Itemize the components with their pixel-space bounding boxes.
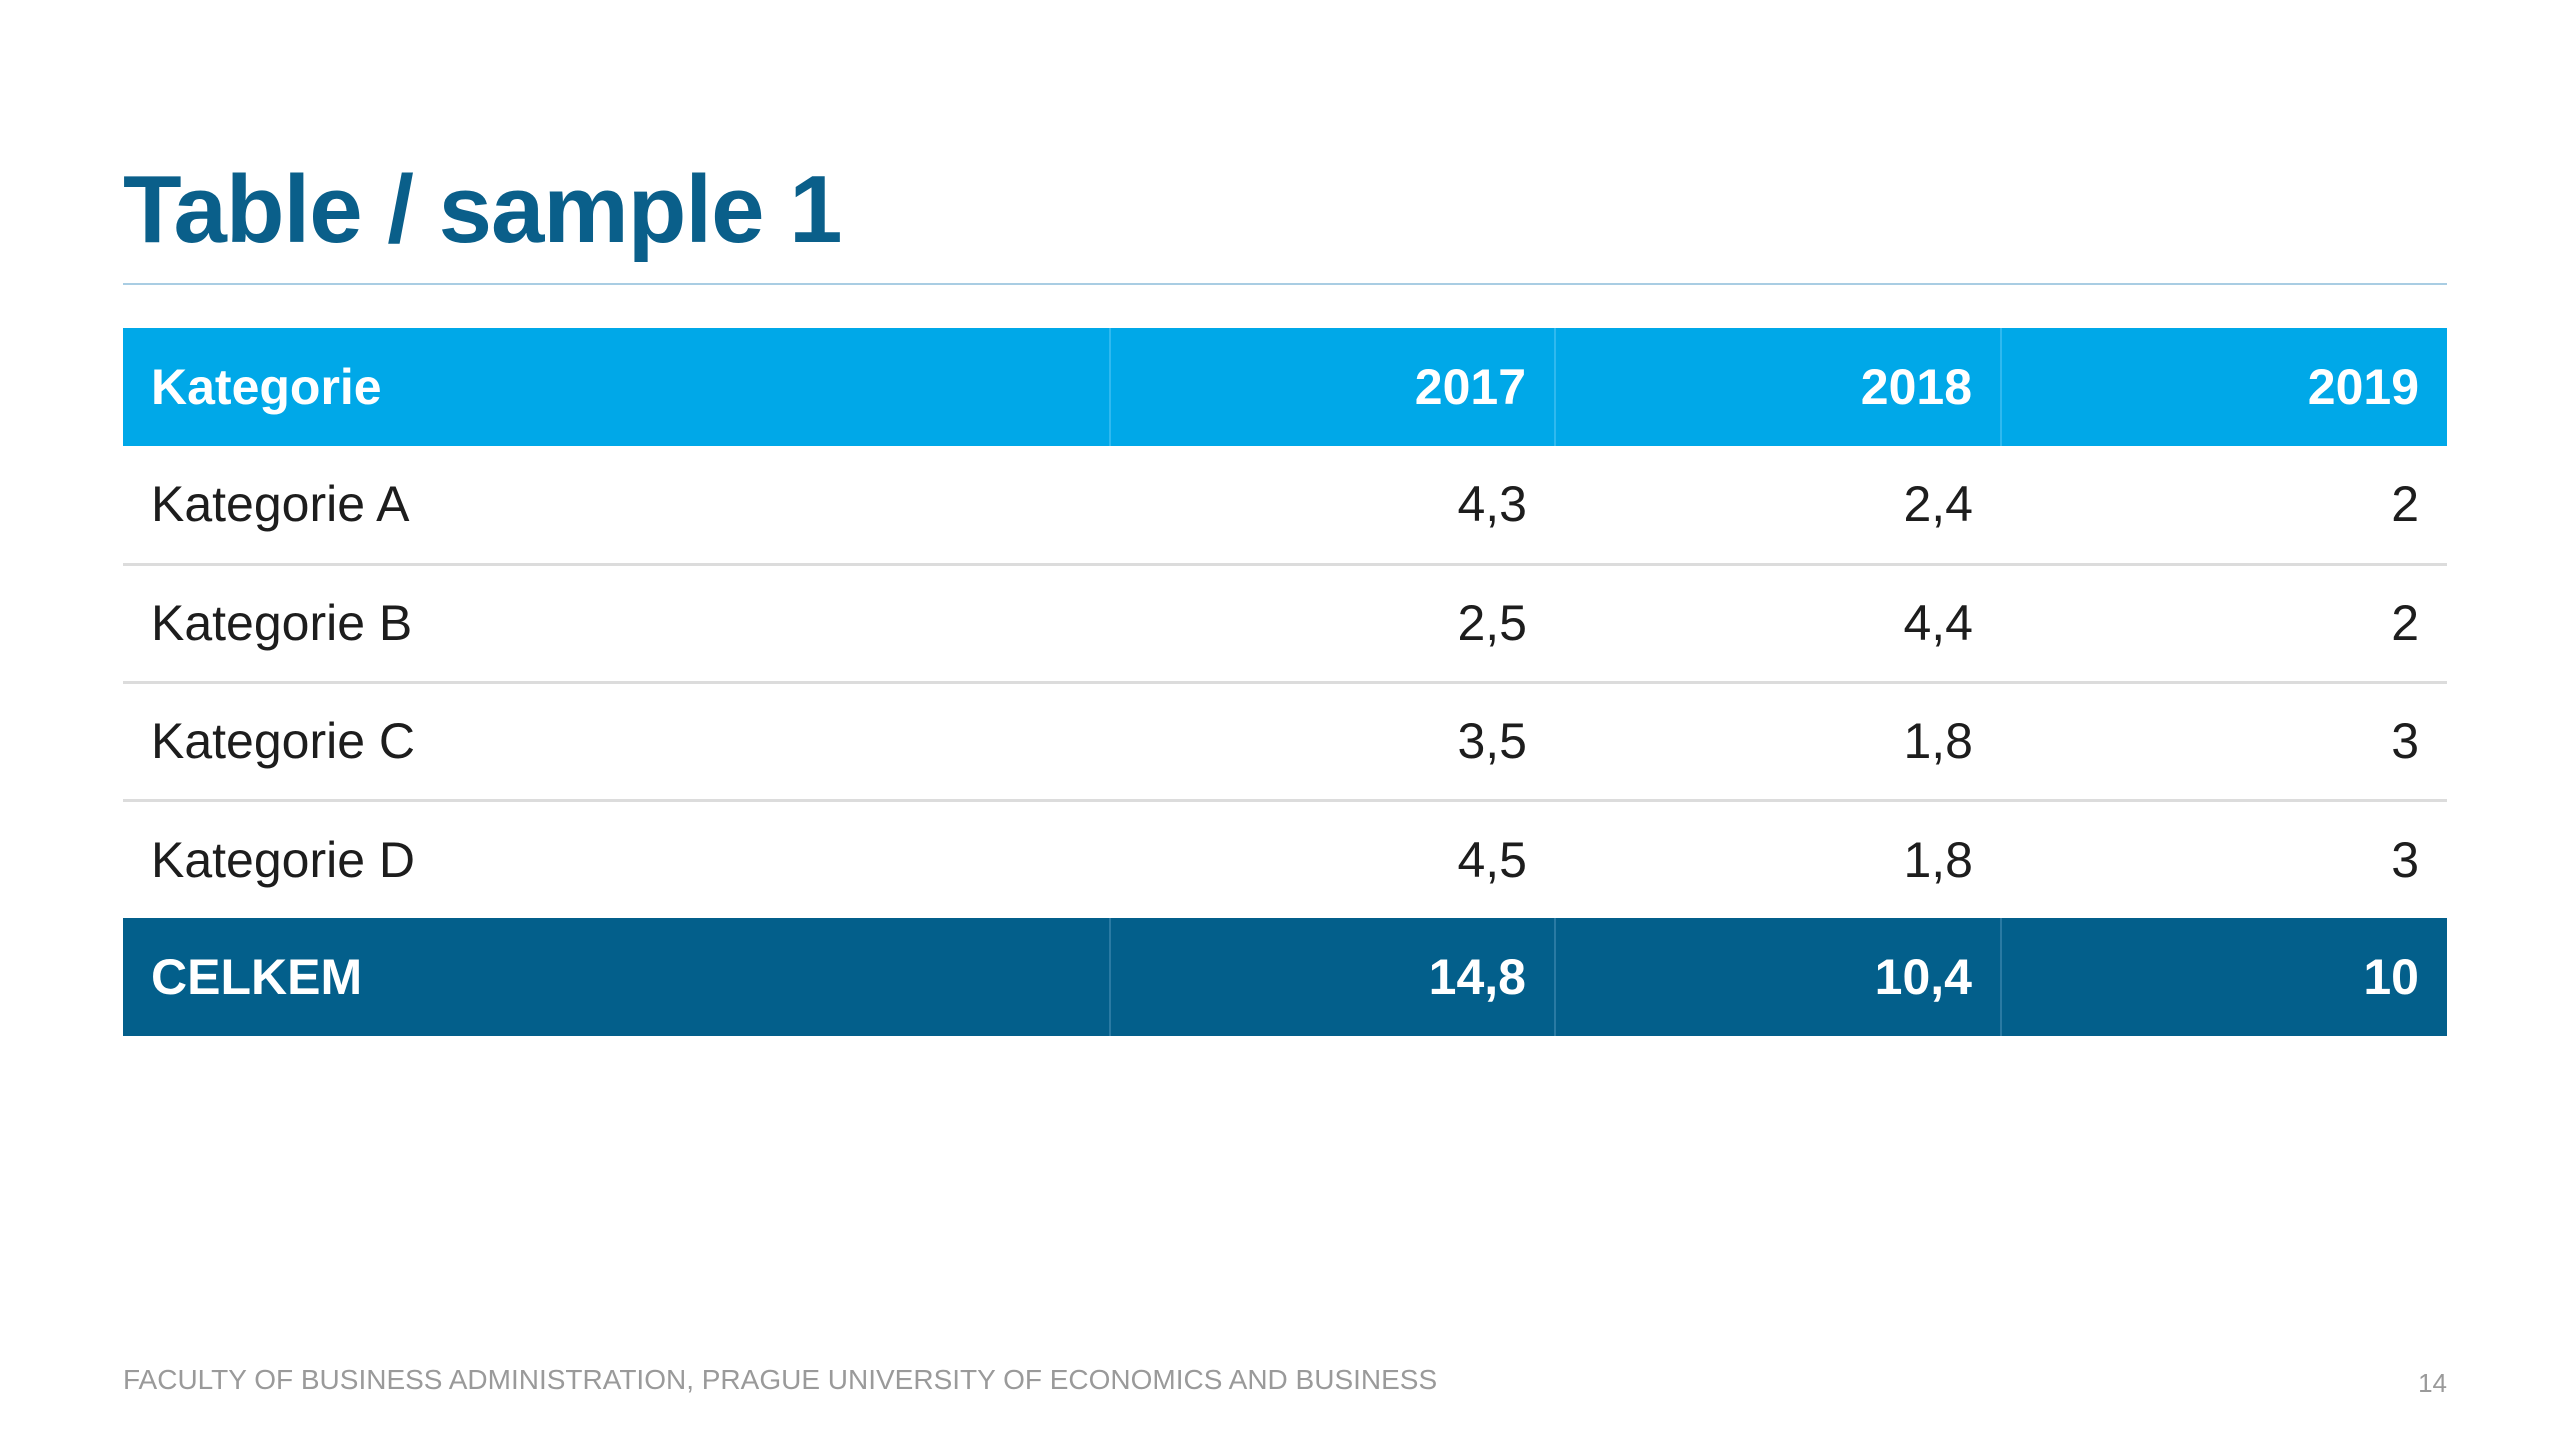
column-header-kategorie: Kategorie bbox=[151, 359, 382, 415]
cell-value: 3 bbox=[2391, 831, 2419, 888]
column-header-2018: 2018 bbox=[1554, 328, 2001, 446]
page-number: 14 bbox=[2418, 1368, 2447, 1398]
table-row: Kategorie B 2,5 4,4 2 bbox=[123, 564, 2447, 684]
data-table: Kategorie 2017 2018 2019 Kategorie A 4,3… bbox=[123, 328, 2447, 1036]
row-label: Kategorie D bbox=[151, 831, 416, 888]
row-label: Kategorie A bbox=[123, 446, 1110, 566]
table-row: Kategorie D 4,5 1,8 3 bbox=[123, 800, 2447, 918]
column-header-2017: 2017 bbox=[1109, 328, 1555, 446]
title-divider bbox=[123, 283, 2447, 285]
cell-value: 2 bbox=[2001, 564, 2447, 684]
cell-value: 4,5 bbox=[1457, 831, 1527, 888]
row-label: Kategorie C bbox=[123, 682, 1110, 802]
cell-value: 3,5 bbox=[1110, 682, 1555, 802]
slide-title: Table / sample 1 bbox=[123, 156, 843, 263]
cell-value: 1,8 bbox=[1555, 682, 2001, 802]
cell-value: 3 bbox=[2001, 682, 2447, 802]
total-value-2018: 10,4 bbox=[1554, 918, 2001, 1036]
cell-value: 2,4 bbox=[1555, 446, 2001, 566]
total-value-2017: 14,8 bbox=[1109, 918, 1555, 1036]
table-total-row: CELKEM 14,8 10,4 10 bbox=[123, 918, 2447, 1036]
table-row: Kategorie C 3,5 1,8 3 bbox=[123, 682, 2447, 802]
total-label: CELKEM bbox=[151, 949, 363, 1005]
cell-value: 2 bbox=[2001, 446, 2447, 566]
cell-value: 4,3 bbox=[1110, 446, 1555, 566]
table-header-row: Kategorie 2017 2018 2019 bbox=[123, 328, 2447, 446]
footer-institution: FACULTY OF BUSINESS ADMINISTRATION, PRAG… bbox=[123, 1364, 1438, 1395]
column-header-2019: 2019 bbox=[2000, 328, 2447, 446]
row-label: Kategorie B bbox=[123, 564, 1110, 684]
total-value-2019: 10 bbox=[2000, 918, 2447, 1036]
cell-value: 4,4 bbox=[1555, 564, 2001, 684]
table-row: Kategorie A 4,3 2,4 2 bbox=[123, 446, 2447, 566]
cell-value: 2,5 bbox=[1110, 564, 1555, 684]
cell-value: 1,8 bbox=[1903, 831, 1973, 888]
